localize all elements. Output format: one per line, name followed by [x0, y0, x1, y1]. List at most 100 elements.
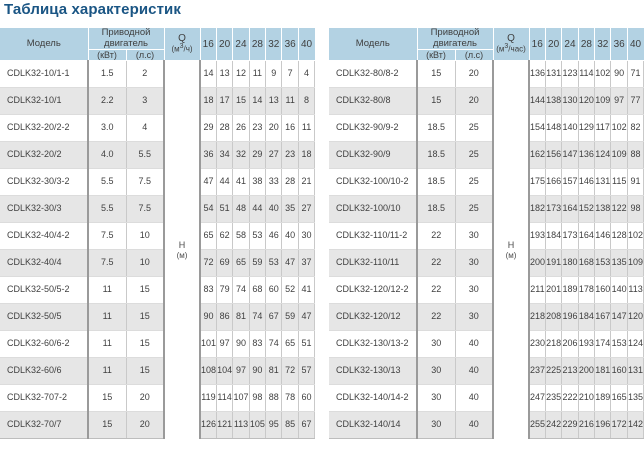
column-header-motor-hp: (л.с): [126, 49, 165, 62]
cell-head-value: 157: [561, 168, 579, 197]
cell-model: CDLK32-130/13: [329, 357, 418, 386]
cell-motor-kw: 30: [417, 357, 456, 386]
cell-head-value: 230: [529, 330, 546, 359]
table-row: CDLK32-40/4 7.5 10 72 69 65 59 53 47 37: [0, 249, 316, 278]
spec-table-left: Модель Приводной двигатель Q (м3/ч) 16 20 24 28…: [0, 27, 316, 440]
characteristics-table: Модель Приводной двигатель Q (м3/ч) 16 20 24 28…: [0, 27, 316, 440]
cell-head-value: 175: [529, 168, 546, 197]
cell-head-value: 81: [265, 357, 283, 386]
cell-motor-hp: 15: [126, 330, 166, 359]
cell-motor-kw: 11: [88, 330, 127, 359]
column-header-flow-24: 24: [232, 28, 250, 62]
cell-head-value: 208: [545, 303, 563, 332]
cell-motor-hp: 20: [126, 411, 166, 440]
cell-motor-kw: 3.0: [88, 114, 127, 143]
cell-head-value: 105: [249, 411, 267, 440]
table-row: CDLK32-60/6 11 15 108 104 97 90 81 72 57: [0, 357, 316, 386]
table-row: CDLK32-30/3-2 5.5 7.5 47 44 41 38 33 28 21: [0, 168, 316, 197]
cell-head-value: 152: [578, 195, 596, 224]
cell-head-value: 16: [281, 114, 299, 143]
flow-unit-base: (м: [171, 45, 180, 55]
cell-head-value: 200: [529, 249, 546, 278]
cell-motor-kw: 5.5: [88, 195, 127, 224]
table-row: CDLK32-130/13-2 30 40 230 218 206 193 174 153 124: [329, 330, 644, 359]
cell-model: CDLK32-20/2: [0, 141, 89, 170]
cell-model: CDLK32-110/11: [329, 249, 418, 278]
cell-head-value: 144: [529, 87, 546, 116]
cell-head-value: 200: [578, 357, 596, 386]
cell-head-value: 162: [529, 141, 546, 170]
cell-head-value: 193: [529, 222, 546, 251]
cell-head-value: 97: [610, 87, 628, 116]
cell-head-value: 36: [200, 141, 217, 170]
cell-head-value: 213: [561, 357, 579, 386]
cell-head-value: 7: [281, 60, 299, 89]
cell-head-value: 135: [627, 384, 644, 413]
cell-model: CDLK32-140/14: [329, 411, 418, 440]
cell-head-value: 196: [594, 411, 612, 440]
cell-head-value: 40: [281, 222, 299, 251]
cell-head-value: 160: [610, 357, 628, 386]
cell-head-value: 86: [216, 303, 234, 332]
cell-head-value: 98: [627, 195, 644, 224]
cell-head-value: 26: [232, 114, 250, 143]
cell-head-value: 166: [545, 168, 563, 197]
cell-head-value: 164: [578, 222, 596, 251]
cell-head-value: 172: [610, 411, 628, 440]
cell-head-value: 154: [529, 114, 546, 143]
column-header-motor-hp: (л.с): [455, 49, 494, 62]
table-row: CDLK32-50/5-2 11 15 83 79 74 68 60 52 41: [0, 276, 316, 305]
cell-model: CDLK32-60/6: [0, 357, 89, 386]
cell-head-value: 113: [627, 276, 644, 305]
cell-model: CDLK32-50/5-2: [0, 276, 89, 305]
cell-head-value: 173: [561, 222, 579, 251]
table-row: CDLK32-90/9 18.5 25 162 156 147 136 124 109 88: [329, 141, 644, 170]
cell-head-value: 41: [232, 168, 250, 197]
cell-model: CDLK32-80/8: [329, 87, 418, 116]
cell-head-value: 54: [200, 195, 217, 224]
cell-model: CDLK32-707-2: [0, 384, 89, 413]
cell-motor-hp: 30: [455, 276, 495, 305]
table-header-row-top: Модель Приводной двигатель Q (м3/час) 16 20 24…: [329, 27, 644, 62]
cell-motor-kw: 22: [417, 303, 456, 332]
flow-unit-exponent: 3: [504, 43, 509, 51]
table-row: CDLK32-20/2-2 3.0 4 29 28 26 23 20 16 11: [0, 114, 316, 143]
cell-motor-hp: 40: [455, 357, 495, 386]
cell-head-value: 181: [594, 357, 612, 386]
cell-head-value: 97: [216, 330, 234, 359]
cell-head-value: 136: [529, 60, 546, 89]
cell-head-value: 44: [216, 168, 234, 197]
cell-head-value: 53: [265, 249, 283, 278]
cell-head-value: 130: [561, 87, 579, 116]
cell-head-value: 14: [200, 60, 217, 89]
cell-head-value: 77: [627, 87, 644, 116]
cell-head-value: 109: [627, 249, 644, 278]
cell-head-value: 131: [545, 60, 563, 89]
cell-model: CDLK32-80/8-2: [329, 60, 418, 89]
column-header-flow-16: 16: [529, 28, 546, 62]
cell-head-value: 129: [578, 114, 596, 143]
cell-head-value: 225: [545, 357, 563, 386]
cell-motor-hp: 30: [455, 303, 495, 332]
characteristics-table: Модель Приводной двигатель Q (м3/час) 16 20 24…: [329, 27, 644, 440]
cell-motor-kw: 30: [417, 411, 456, 440]
cell-head-value: 168: [578, 249, 596, 278]
cell-head-value: 102: [610, 114, 628, 143]
cell-head-value: 222: [561, 384, 579, 413]
cell-motor-hp: 15: [126, 303, 166, 332]
cell-head-value: 138: [594, 195, 612, 224]
column-header-flow-rate: Q (м3/час): [493, 28, 530, 62]
cell-head-value: 101: [200, 330, 217, 359]
cell-head-value: 30: [298, 222, 316, 251]
cell-head-value: 140: [610, 276, 628, 305]
cell-motor-kw: 18.5: [417, 141, 456, 170]
cell-head-value: 247: [529, 384, 546, 413]
cell-head-value: 15: [232, 87, 250, 116]
cell-motor-kw: 30: [417, 330, 456, 359]
cell-head-value: 51: [298, 330, 316, 359]
cell-head-value: 20: [265, 114, 283, 143]
cell-head-value: 82: [627, 114, 644, 143]
column-header-flow-28: 28: [249, 28, 267, 62]
table-row: CDLK32-80/8 15 20 144 138 130 120 109 97 77: [329, 87, 644, 116]
cell-motor-kw: 30: [417, 384, 456, 413]
